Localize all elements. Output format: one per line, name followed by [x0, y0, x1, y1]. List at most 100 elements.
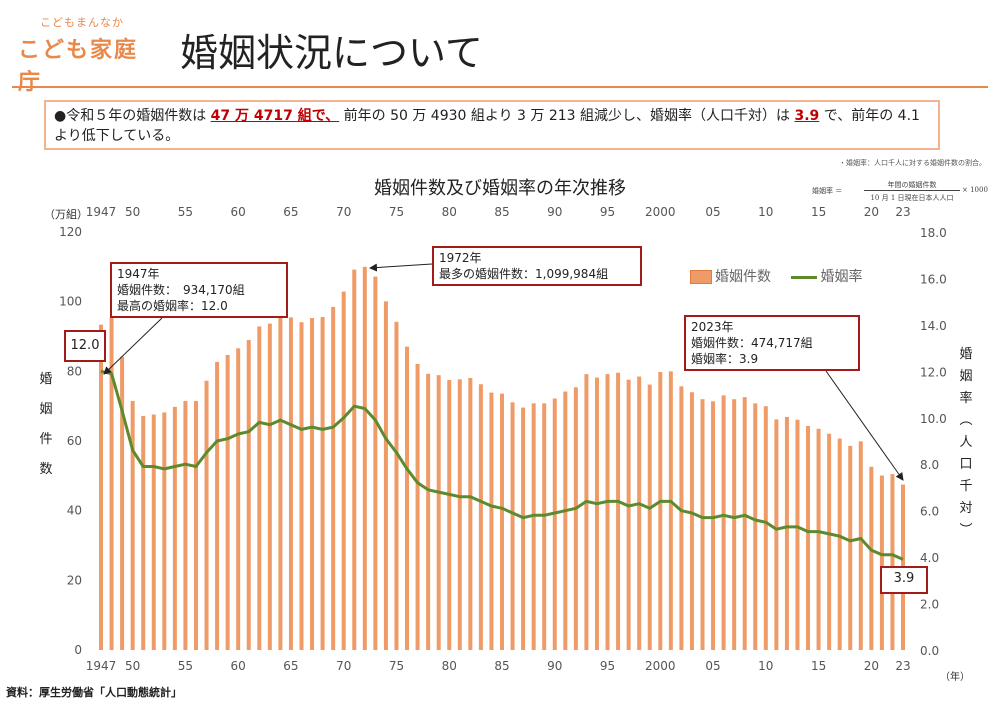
bar-marriages: [700, 399, 705, 650]
x-tick-label-top: 60: [231, 205, 246, 219]
x-tick-label-top: 10: [758, 205, 773, 219]
left-tick-label: 40: [67, 504, 82, 518]
bar-marriages: [183, 400, 188, 650]
x-tick-label-top: 05: [705, 205, 720, 219]
bar-marriages: [236, 348, 241, 650]
right-axis-label: 婚姻率 ︵ 人口千対 ︶: [959, 347, 973, 538]
bar-marriages: [162, 412, 167, 650]
x-tick-label-bottom: 90: [547, 659, 562, 673]
summary-box: ●令和５年の婚姻件数は 47 万 4717 組で、 前年の 50 万 4930 …: [44, 100, 940, 150]
right-tick-label: 14.0: [920, 319, 947, 333]
legend-line-label: 婚姻率: [820, 269, 863, 285]
right-tick-label: 6.0: [920, 505, 939, 519]
right-tick-label: 10.0: [920, 412, 947, 426]
x-tick-label-top: 50: [125, 205, 140, 219]
callout-1947: 1947年 婚姻件数： 934,170組 最高の婚姻率：12.0: [110, 262, 288, 318]
summary-highlight-rate: 3.9: [794, 108, 820, 124]
bar-marriages: [436, 375, 441, 650]
bar-marriages: [763, 406, 768, 650]
bar-marriages: [626, 379, 631, 650]
value-box-2023: 3.9: [880, 566, 928, 594]
x-tick-label-top: 2000: [645, 205, 676, 219]
bar-marriages: [531, 403, 536, 650]
x-tick-label-bottom: 23: [895, 659, 910, 673]
x-tick-label-bottom: 75: [389, 659, 404, 673]
bar-marriages: [584, 374, 589, 650]
summary-highlight-count: 47 万 4717 組で、: [210, 108, 340, 124]
bar-marriages: [457, 379, 462, 650]
bar-marriages: [331, 306, 336, 650]
bar-marriages: [468, 377, 473, 650]
bar-marriages: [837, 438, 842, 650]
bar-marriages: [689, 392, 694, 650]
bar-marriages: [426, 373, 431, 650]
right-tick-label: 18.0: [920, 226, 947, 240]
bar-marriages: [288, 317, 293, 650]
bar-marriages: [827, 433, 832, 650]
summary-text-1: 令和５年の婚姻件数は: [66, 108, 207, 124]
bar-marriages: [310, 318, 315, 650]
bar-marriages: [246, 339, 251, 650]
summary-bullet: ●: [54, 108, 67, 124]
summary-text-2: 前年の 50 万 4930 組より 3 万 213 組減少し、婚姻率（人口千対）…: [343, 108, 791, 124]
x-tick-label-bottom: 55: [178, 659, 193, 673]
bar-marriages: [478, 384, 483, 650]
bar-marriages: [204, 380, 209, 650]
callout-2023: 2023年 婚姻件数：474,717組 婚姻率：3.9: [684, 315, 860, 371]
x-tick-label-top: 90: [547, 205, 562, 219]
value-box-1947: 12.0: [64, 330, 106, 362]
bar-marriages: [848, 445, 853, 650]
line-marriage-rate: [100, 369, 904, 561]
x-tick-label-bottom: 05: [705, 659, 720, 673]
bar-marriages: [193, 400, 198, 650]
x-tick-label-top: 80: [442, 205, 457, 219]
bar-marriages: [816, 428, 821, 650]
x-tick-label-top: 75: [389, 205, 404, 219]
x-tick-label-bottom: 1947: [86, 659, 117, 673]
bar-marriages: [711, 401, 716, 650]
summary-text-3: で、前年の 4.1 より低下している。: [54, 108, 920, 144]
arrow-1947: [103, 317, 163, 375]
bar-marriages: [130, 400, 135, 650]
bar-marriages: [225, 354, 230, 650]
x-tick-label-top: 20: [864, 205, 879, 219]
bar-marriages: [679, 386, 684, 650]
legend-bar-label: 婚姻件数: [715, 269, 771, 285]
x-tick-label-top: 95: [600, 205, 615, 219]
x-tick-label-top: 70: [336, 205, 351, 219]
bar-marriages: [521, 407, 526, 650]
bar-marriages: [109, 317, 114, 650]
bar-marriages: [341, 291, 346, 650]
left-tick-label: 120: [59, 225, 82, 239]
title-divider: [12, 86, 988, 88]
right-tick-label: 8.0: [920, 458, 939, 472]
right-tick-label: 2.0: [920, 598, 939, 612]
formula-multiplier: × 1000: [962, 186, 988, 194]
bar-marriages: [774, 419, 779, 650]
formula-fraction-bar: [864, 190, 960, 191]
bar-marriages: [299, 322, 304, 650]
left-axis-unit: （万組）: [44, 208, 88, 221]
rate-definition-note: ・婚姻率：人口千人に対する婚姻件数の割合。: [839, 159, 986, 167]
x-tick-label-bottom: 2000: [645, 659, 676, 673]
x-tick-label-bottom: 70: [336, 659, 351, 673]
bar-marriages: [668, 371, 673, 650]
bar-marriages: [890, 474, 895, 650]
x-tick-label-top: 65: [283, 205, 298, 219]
bar-marriages: [542, 403, 547, 650]
formula-lhs: 婚姻率 ＝: [812, 187, 843, 195]
arrow-2023: [825, 370, 904, 481]
left-tick-label: 0: [74, 643, 82, 657]
formula-denominator: 10 月 1 日現在日本人人口: [870, 194, 954, 202]
x-tick-label-top: 85: [494, 205, 509, 219]
legend-line-swatch: [791, 275, 818, 279]
bar-marriages: [605, 374, 610, 650]
bar-marriages: [552, 398, 557, 650]
bar-marriages: [278, 314, 283, 650]
rate-formula: 婚姻率 ＝ 年間の婚姻件数 10 月 1 日現在日本人人口 × 1000: [812, 176, 992, 206]
formula-numerator: 年間の婚姻件数: [887, 181, 937, 189]
left-tick-label: 60: [67, 434, 82, 448]
x-tick-label-bottom: 60: [231, 659, 246, 673]
bar-marriages: [795, 419, 800, 650]
